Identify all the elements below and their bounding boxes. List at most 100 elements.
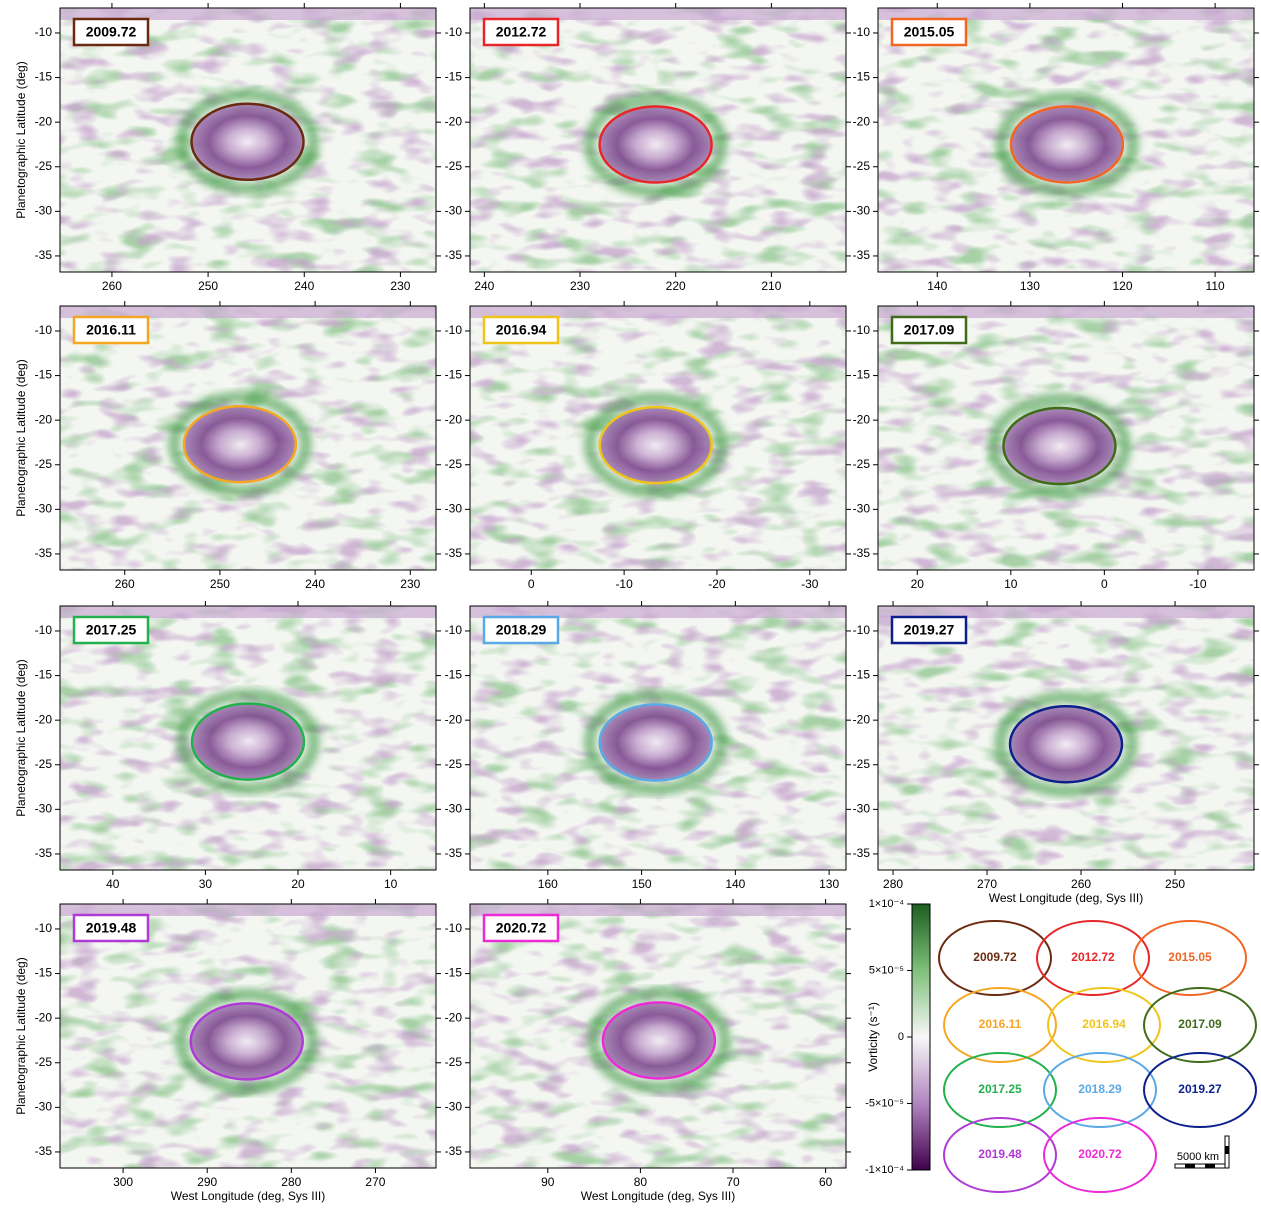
y-tick-label: -30 (35, 502, 53, 516)
y-tick-label: -35 (853, 846, 871, 860)
panel-label: 2016.94 (496, 322, 547, 338)
y-tick-label: -15 (35, 966, 53, 980)
y-tick-label: -25 (853, 757, 871, 771)
vortex-outline (598, 405, 713, 485)
vortex-ring (583, 392, 728, 499)
x-tick-label: -30 (801, 577, 819, 591)
y-tick-label: -30 (853, 802, 871, 816)
panel: 40 30 20 10 -10 -15 -20 -25 -30 -35 2017.25 Planeto… (14, 601, 441, 891)
legend-ellipse (1143, 987, 1257, 1063)
legend-ellipse (1143, 1052, 1257, 1128)
frame (469, 903, 847, 1169)
vortex-ring (994, 91, 1139, 198)
colorbar-label: Vorticity (s⁻¹) (866, 1002, 880, 1072)
y-tick-label: -25 (445, 159, 463, 173)
y-tick-label: -10 (853, 323, 871, 337)
y-tick-label: -35 (35, 248, 53, 262)
frame (877, 605, 1255, 871)
y-tick-label: -15 (853, 668, 871, 682)
band (878, 8, 1254, 20)
y-tick-label: -25 (853, 159, 871, 173)
y-tick-label: -30 (445, 802, 463, 816)
panel: 140 130 120 110 -10 -15 -20 -25 -30 -35 2015.05 (853, 3, 1259, 293)
x-tick-label: 110 (1206, 279, 1225, 293)
x-tick-label: 150 (632, 877, 652, 891)
y-axis-label: Planetographic Latitude (deg) (14, 659, 28, 816)
frame (59, 7, 437, 273)
y-tick-label: -15 (445, 368, 463, 382)
vortex-outline (1008, 704, 1124, 784)
label-box (72, 913, 150, 943)
panel: 160 150 140 130 -10 -15 -20 -25 -30 -35 2018.29 (445, 601, 851, 891)
vortex-core (1011, 707, 1121, 782)
x-tick-label: 140 (725, 877, 745, 891)
y-tick-label: -10 (853, 623, 871, 637)
x-tick-label: 80 (634, 1175, 648, 1189)
vortex-ring (987, 393, 1132, 500)
panel-label: 2016.11 (86, 322, 136, 338)
y-tick-label: -25 (445, 757, 463, 771)
panel: 20 10 0 -10 -10 -15 -20 -25 -30 -35 2017.09 (853, 301, 1259, 591)
vortex-core (600, 107, 711, 182)
vortex-ring (586, 987, 731, 1094)
y-tick-label: -20 (853, 114, 871, 128)
y-tick-label: -10 (35, 623, 53, 637)
x-tick-label: 90 (541, 1175, 555, 1189)
legend-ellipse (1043, 1117, 1157, 1193)
vortex-core (193, 704, 303, 779)
colorbar-tick-label: 5×10⁻⁵ (869, 964, 904, 976)
y-tick-label: -20 (445, 712, 463, 726)
y-tick-label: -35 (853, 248, 871, 262)
scale-bar (1205, 1164, 1215, 1168)
vortex-core (191, 1004, 302, 1079)
y-tick-label: -10 (445, 921, 463, 935)
x-tick-label: 280 (883, 877, 903, 891)
y-tick-label: -25 (35, 457, 53, 471)
x-tick-label: 230 (570, 279, 590, 293)
vortex-ring (994, 691, 1138, 798)
x-tick-label: 240 (474, 279, 494, 293)
band (470, 904, 846, 916)
y-tick-label: -30 (853, 204, 871, 218)
colorbar-tick-label: 1×10⁻⁴ (869, 898, 905, 910)
frame (59, 903, 437, 1169)
x-tick-label: -10 (1189, 577, 1207, 591)
panel: 300 290 280 270 -10 -15 -20 -25 -30 -35 2019.48 Pla… (14, 899, 441, 1203)
label-box (72, 17, 150, 47)
panel: 90 80 70 60 -10 -15 -20 -25 -30 -35 2020.72 West Lo… (445, 899, 851, 1203)
y-tick-label: -25 (445, 457, 463, 471)
label-box (72, 315, 150, 345)
label-box (482, 913, 560, 943)
y-tick-label: -15 (35, 668, 53, 682)
legend-label: 2019.48 (978, 1147, 1022, 1161)
vortex-outline (190, 102, 305, 182)
x-tick-label: 260 (102, 279, 122, 293)
x-tick-label: 30 (199, 877, 213, 891)
vortex-core (600, 408, 711, 483)
y-tick-label: -15 (35, 368, 53, 382)
y-tick-label: -35 (35, 546, 53, 560)
vortex-core (192, 104, 303, 179)
x-tick-label: 290 (197, 1175, 217, 1189)
y-tick-label: -20 (853, 412, 871, 426)
vortex-core (1004, 409, 1115, 484)
x-tick-label: 160 (538, 877, 558, 891)
panel: 0 -10 -20 -30 -10 -15 -20 -25 -30 -35 2016.94 (445, 301, 851, 591)
x-tick-label: 130 (819, 877, 839, 891)
frame (877, 7, 1255, 273)
band (60, 306, 436, 318)
frame (59, 605, 437, 871)
scale-bar (1174, 1163, 1226, 1169)
x-tick-label: 0 (528, 577, 535, 591)
panel-label: 2017.09 (904, 322, 955, 338)
vortex-ring (175, 88, 320, 195)
legend-label: 2017.09 (1178, 1017, 1222, 1031)
frame (877, 305, 1255, 571)
vortex-outline (189, 1002, 304, 1081)
x-tick-label: 260 (115, 577, 135, 591)
panel-label: 2017.25 (86, 622, 137, 638)
y-tick-label: -30 (35, 204, 53, 218)
x-tick-label: 0 (1101, 577, 1108, 591)
panel-label: 2009.72 (86, 24, 137, 40)
y-tick-label: -35 (35, 1144, 53, 1158)
